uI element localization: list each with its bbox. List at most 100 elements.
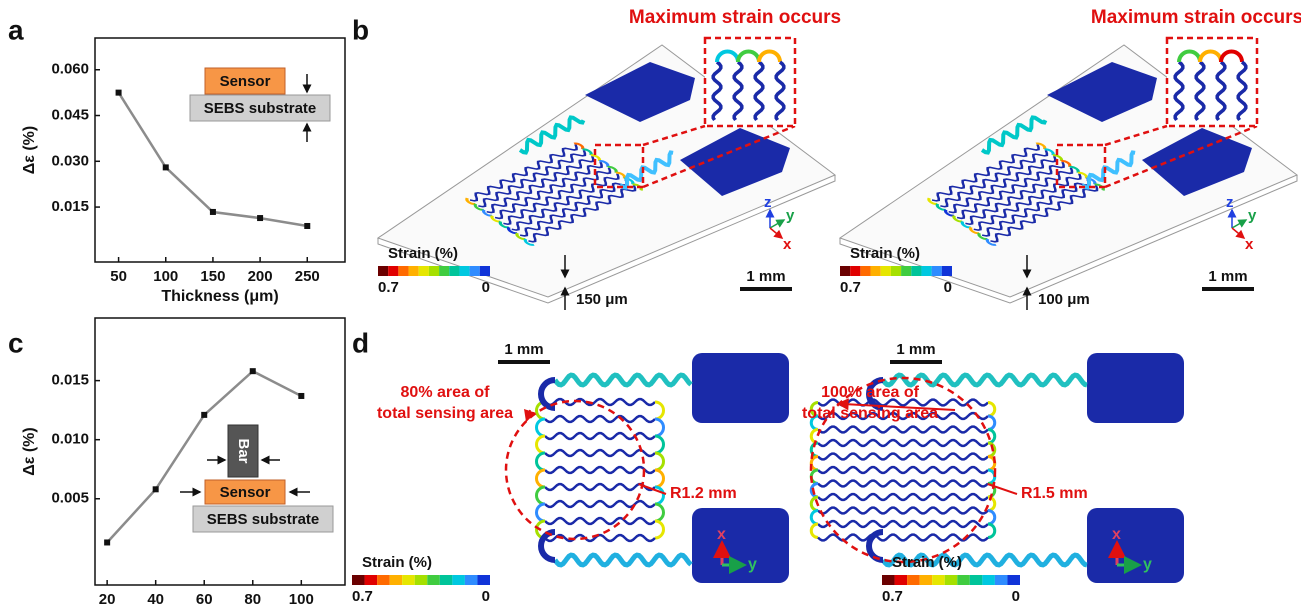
data-point <box>201 412 207 418</box>
panel-label: d <box>352 327 369 358</box>
bottom-loop <box>869 532 883 560</box>
callout-text: Maximum strain occurs <box>1091 7 1301 28</box>
x-tick-label: 60 <box>196 591 213 608</box>
colorbar-swatch <box>388 266 398 276</box>
serpentine-line <box>545 467 655 473</box>
scale-bar-label: 1 mm <box>746 268 785 285</box>
data-point <box>304 223 310 229</box>
colorbar-swatch <box>982 575 995 585</box>
figure: a c b d 0.0150.0300.0450.060501001502002… <box>0 0 1301 610</box>
legend-title: Strain (%) <box>388 245 458 262</box>
y-tick-label: 0.015 <box>51 198 89 215</box>
colorbar-swatch <box>840 266 850 276</box>
serpentine-line <box>818 427 988 433</box>
y-tick-label: 0.030 <box>51 152 89 169</box>
colorbar-swatch <box>440 575 453 585</box>
colorbar-swatch <box>881 266 891 276</box>
edge-loop <box>655 504 664 521</box>
annotation: 100% area of <box>821 384 920 401</box>
serpentine-line <box>545 399 655 405</box>
axis-label: x <box>1112 526 1121 543</box>
x-tick-label: 150 <box>200 268 225 285</box>
edge-loop <box>537 436 546 453</box>
colorbar-swatch <box>409 266 419 276</box>
colorbar-swatch <box>377 575 390 585</box>
data-point <box>104 539 110 545</box>
axis-label: x <box>1245 236 1254 253</box>
colorbar-swatch <box>1007 575 1020 585</box>
axis-label: y <box>1143 556 1152 573</box>
colorbar-swatch <box>415 575 428 585</box>
edge-loop <box>988 403 995 417</box>
serpentine-line <box>818 440 988 446</box>
legend-max: 0.7 <box>378 279 399 296</box>
axis-arrow <box>770 228 782 238</box>
y-tick-label: 0.005 <box>51 490 89 507</box>
page: {"chart_data": [ {"type": "line", "panel… <box>0 0 1301 610</box>
chart: 0.0150.0300.0450.06050100150200250Thickn… <box>21 38 345 305</box>
edge-loop <box>537 504 546 521</box>
axis-arrow <box>1232 228 1244 238</box>
colorbar-swatch <box>860 266 870 276</box>
data-point <box>210 209 216 215</box>
colorbar-swatch <box>871 266 881 276</box>
colorbar-swatch <box>427 575 440 585</box>
serpentine-line <box>818 454 988 460</box>
colorbar-swatch <box>439 266 449 276</box>
panel-label: b <box>352 14 369 45</box>
electrode-pad <box>692 353 789 423</box>
colorbar-swatch <box>901 266 911 276</box>
colorbar-swatch <box>419 266 429 276</box>
edge-loop <box>537 453 546 470</box>
edge-loop <box>655 436 664 453</box>
annotation: 80% area of <box>401 384 491 401</box>
edge-loop <box>655 470 664 487</box>
legend-min: 0 <box>944 279 952 296</box>
axis-label: y <box>786 207 795 224</box>
serpentine-line <box>818 494 988 500</box>
panel-label: a <box>8 14 24 45</box>
serpentine-line <box>818 481 988 487</box>
edge-loop <box>811 511 818 525</box>
inset-label: Sensor <box>220 73 271 90</box>
electrode-pad <box>1087 508 1184 583</box>
x-tick-label: 250 <box>295 268 320 285</box>
y-tick-label: 0.045 <box>51 106 89 123</box>
colorbar-swatch <box>891 266 901 276</box>
legend-max: 0.7 <box>840 279 861 296</box>
axis-label: x <box>783 236 792 253</box>
colorbar-swatch <box>465 575 478 585</box>
scale-bar-label: 1 mm <box>896 341 935 358</box>
radius-line <box>988 484 1017 494</box>
edge-loop <box>988 511 995 525</box>
y-tick-label: 0.010 <box>51 431 89 448</box>
annotation: total sensing area <box>377 405 513 422</box>
x-tick-label: 100 <box>153 268 178 285</box>
x-tick-label: 100 <box>289 591 314 608</box>
colorbar-swatch <box>945 575 958 585</box>
callout-text: Maximum strain occurs <box>629 7 841 28</box>
radius-label: R1.5 mm <box>1021 485 1088 502</box>
edge-loop <box>655 419 664 436</box>
colorbar-swatch <box>402 575 415 585</box>
colorbar-swatch <box>957 575 970 585</box>
colorbar-swatch <box>449 266 459 276</box>
y-tick-label: 0.015 <box>51 372 89 389</box>
data-point <box>116 90 122 96</box>
serpentine-line <box>545 433 655 439</box>
axis-label: z <box>764 194 772 211</box>
colorbar-swatch <box>920 575 933 585</box>
x-tick-label: 50 <box>110 268 127 285</box>
x-tick-label: 40 <box>147 591 164 608</box>
annotation-line <box>527 410 530 420</box>
serpentine-line <box>818 521 988 527</box>
x-tick-label: 200 <box>248 268 273 285</box>
edge-loop <box>655 402 664 419</box>
legend-title: Strain (%) <box>850 245 920 262</box>
data-point <box>298 393 304 399</box>
colorbar-swatch <box>352 575 365 585</box>
inset-label: Sensor <box>220 484 271 501</box>
edge-loop <box>811 524 818 538</box>
y-axis-label: Δε (%) <box>21 126 38 174</box>
